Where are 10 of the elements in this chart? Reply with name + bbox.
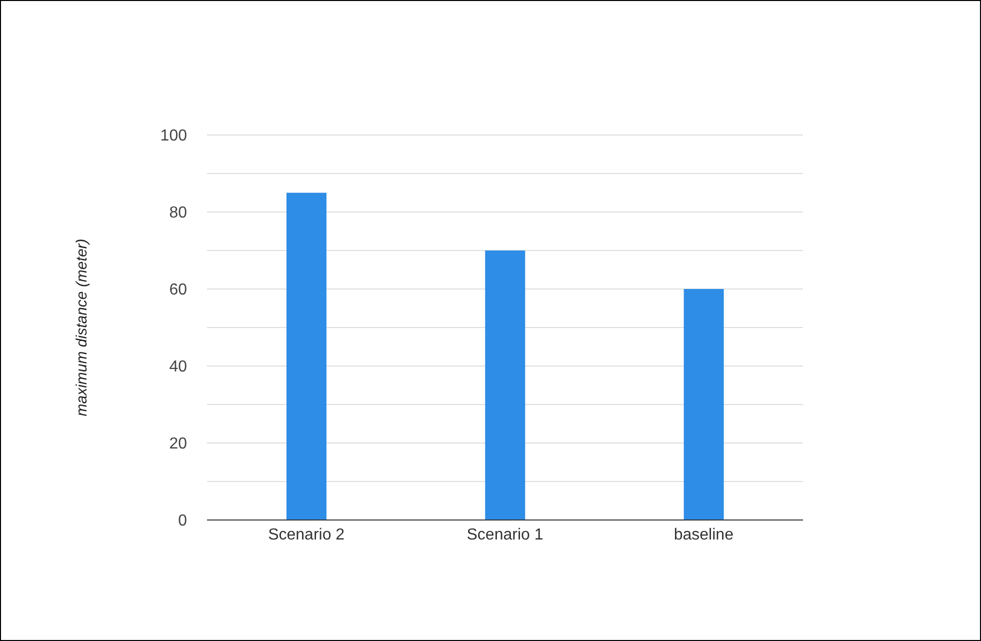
y-tick-label: 60	[169, 282, 188, 299]
y-tick-label: 40	[169, 358, 188, 376]
y-tick-label: 100	[160, 128, 188, 145]
y-tick-label: 0	[178, 512, 188, 530]
y-axis-title: maximum distance (meter)	[73, 238, 90, 416]
x-tick-label: Scenario 1	[466, 526, 544, 544]
y-tick-label: 20	[169, 436, 188, 453]
x-tick-label: baseline	[674, 526, 734, 544]
y-tick-label: 80	[169, 204, 188, 222]
x-tick-label: Scenario 2	[268, 526, 345, 544]
